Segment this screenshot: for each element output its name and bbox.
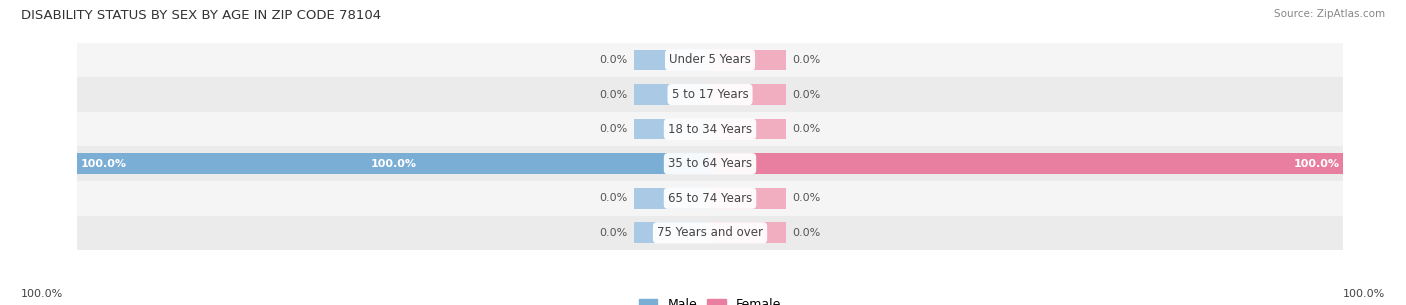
- Bar: [634, 84, 710, 105]
- Text: DISABILITY STATUS BY SEX BY AGE IN ZIP CODE 78104: DISABILITY STATUS BY SEX BY AGE IN ZIP C…: [21, 9, 381, 22]
- Text: 0.0%: 0.0%: [793, 228, 821, 238]
- Bar: [710, 119, 786, 139]
- Text: 100.0%: 100.0%: [1343, 289, 1385, 299]
- Bar: [634, 188, 710, 209]
- Text: 0.0%: 0.0%: [599, 124, 628, 134]
- Bar: [77, 77, 1343, 112]
- Bar: [710, 153, 1343, 174]
- Text: Source: ZipAtlas.com: Source: ZipAtlas.com: [1274, 9, 1385, 19]
- Bar: [77, 146, 1343, 181]
- Text: 100.0%: 100.0%: [80, 159, 127, 169]
- Text: 0.0%: 0.0%: [599, 193, 628, 203]
- Text: 100.0%: 100.0%: [1294, 159, 1340, 169]
- Bar: [77, 153, 710, 174]
- Bar: [634, 119, 710, 139]
- Text: 65 to 74 Years: 65 to 74 Years: [668, 192, 752, 205]
- Text: 100.0%: 100.0%: [371, 159, 416, 169]
- Text: 0.0%: 0.0%: [793, 193, 821, 203]
- Text: 35 to 64 Years: 35 to 64 Years: [668, 157, 752, 170]
- Text: 0.0%: 0.0%: [793, 55, 821, 65]
- Text: 0.0%: 0.0%: [793, 124, 821, 134]
- Bar: [710, 84, 786, 105]
- Text: 0.0%: 0.0%: [599, 90, 628, 99]
- Text: 5 to 17 Years: 5 to 17 Years: [672, 88, 748, 101]
- Bar: [634, 222, 710, 243]
- Bar: [77, 216, 1343, 250]
- Bar: [634, 50, 710, 70]
- Text: 0.0%: 0.0%: [599, 55, 628, 65]
- Bar: [710, 188, 786, 209]
- Text: 0.0%: 0.0%: [599, 228, 628, 238]
- Text: Under 5 Years: Under 5 Years: [669, 53, 751, 66]
- Text: 75 Years and over: 75 Years and over: [657, 226, 763, 239]
- Bar: [77, 181, 1343, 216]
- Text: 18 to 34 Years: 18 to 34 Years: [668, 123, 752, 136]
- Text: 0.0%: 0.0%: [793, 90, 821, 99]
- Bar: [77, 43, 1343, 77]
- Legend: Male, Female: Male, Female: [634, 293, 786, 305]
- Bar: [710, 222, 786, 243]
- Bar: [77, 112, 1343, 146]
- Bar: [710, 50, 786, 70]
- Text: 100.0%: 100.0%: [21, 289, 63, 299]
